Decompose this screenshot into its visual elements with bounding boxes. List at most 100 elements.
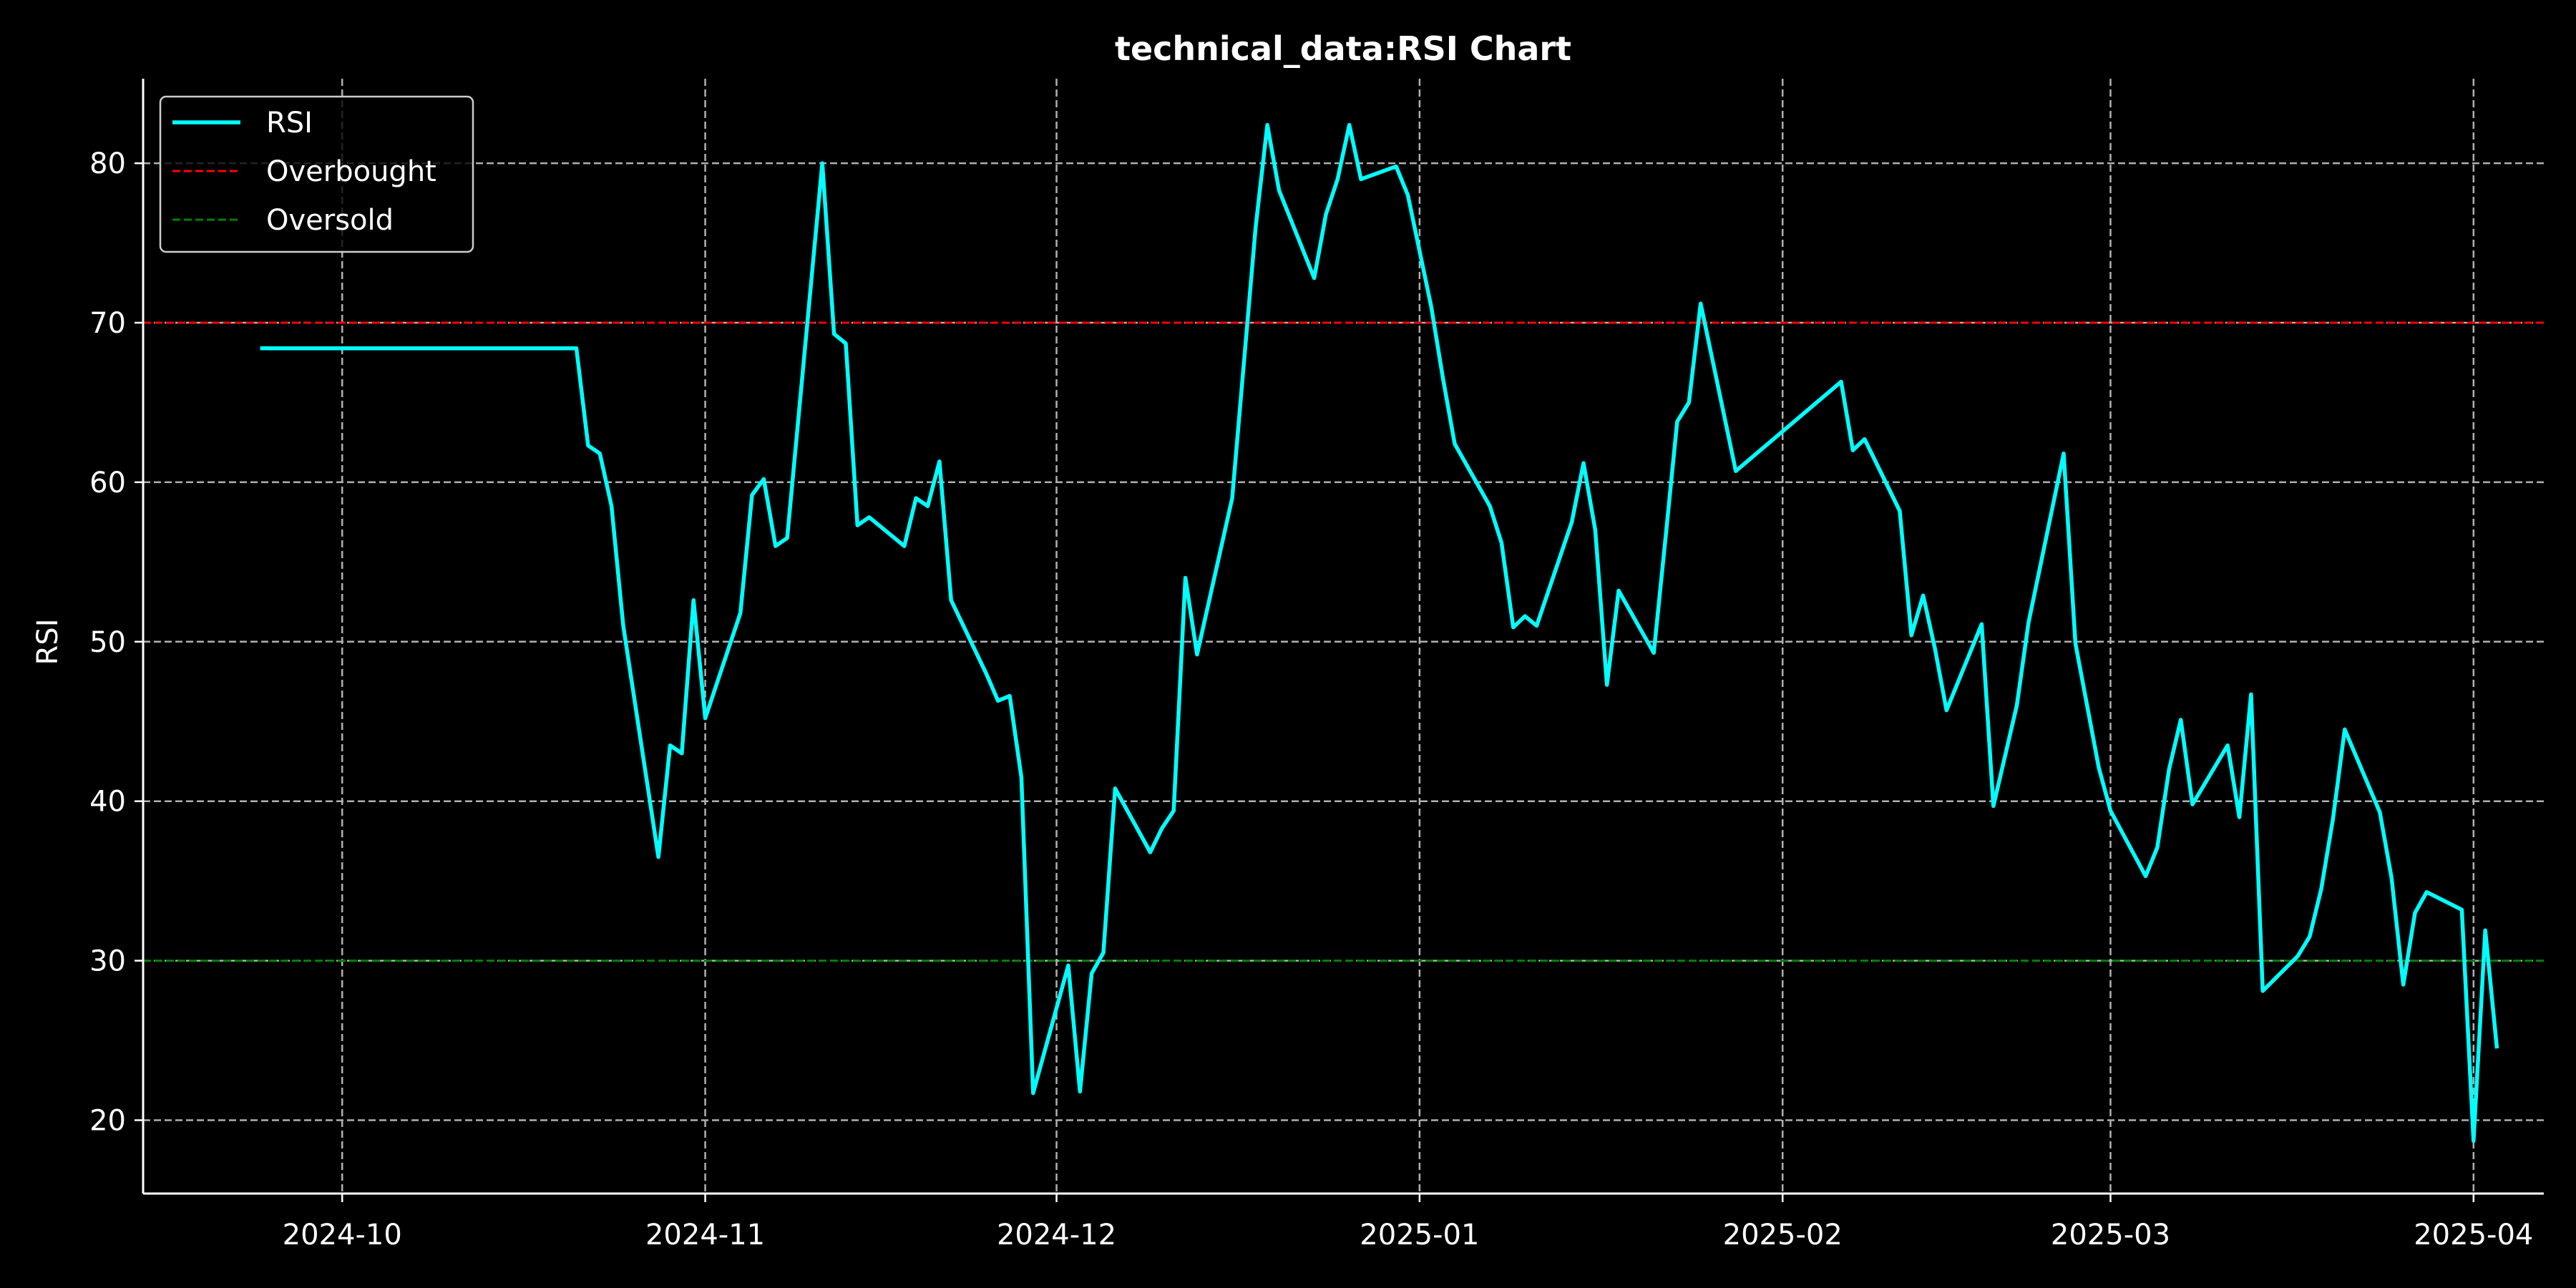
rsi-point [2319,887,2323,891]
rsi-point [2097,766,2101,770]
rsi-point [949,598,953,602]
rsi-point [1019,775,1023,779]
rsi-point [1863,437,1867,441]
rsi-point [2073,641,2077,645]
rsi-point [2459,907,2464,912]
y-tick-label: 70 [89,307,126,340]
rsi-point [844,341,848,346]
rsi-point [1581,461,1586,465]
rsi-point [2260,989,2265,993]
rsi-point [1991,804,1996,808]
rsi-point [2062,452,2066,456]
rsi-point [586,444,590,448]
rsi-point [2483,928,2487,932]
y-tick-label: 50 [89,626,126,659]
y-tick-label: 20 [89,1104,126,1137]
rsi-point [1839,380,1843,384]
rsi-point [2109,809,2113,813]
rsi-point [914,496,918,500]
rsi-point [1394,165,1398,169]
rsi-point [902,544,907,548]
x-tick-label: 2025-01 [1360,1219,1479,1252]
rsi-point [1265,123,1269,127]
rsi-point [258,346,263,351]
rsi-point [1979,622,1984,626]
rsi-point [597,452,602,456]
rsi-point [2238,815,2242,819]
rsi-point [1699,301,1703,306]
chart-title: technical_data:RSI Chart [1115,29,1571,68]
rsi-point [2179,718,2183,722]
rsi-point [785,536,789,540]
rsi-point [1499,541,1503,545]
rsi-point [1101,950,1106,955]
x-tick-label: 2024-12 [997,1219,1116,1252]
rsi-point [1195,653,1199,657]
rsi-point [926,504,930,508]
x-tick-label: 2024-10 [283,1219,402,1252]
rsi-point [1008,694,1012,698]
rsi-line [260,122,2499,1143]
rsi-point [1441,376,1445,381]
rsi-point [855,523,859,527]
rsi-point [1570,520,1574,525]
rsi-point [738,611,743,615]
rsi-point [832,332,836,336]
rsi-point [1230,496,1234,500]
y-tick-labels: 20 30 40 50 60 70 80 [89,147,143,1137]
rsi-point [680,751,684,756]
rsi-point [1066,963,1070,967]
rsi-point [656,855,660,859]
rsi-point [2155,845,2160,849]
rsi-point [2249,692,2253,696]
rsi-point [1429,305,1433,309]
rsi-point [1347,123,1352,127]
rsi-point [1406,193,1410,197]
rsi-point [1171,809,1176,813]
rsi-point [1324,213,1328,217]
rsi-point [1675,419,1679,424]
rsi-point [1944,708,1948,713]
rsi-point [1664,536,1668,540]
rsi-point [2495,1046,2499,1050]
rsi-point [2343,727,2347,731]
rsi-point [1535,624,1539,628]
rsi-point [1335,177,1340,181]
rsi-point [610,504,614,508]
rsi-point [1241,361,1246,365]
rsi-point [1184,576,1188,580]
rsi-point [1687,401,1691,405]
x-tick-label: 2024-11 [645,1219,765,1252]
rsi-point [2296,954,2300,958]
rsi-point [820,161,824,165]
legend-frame [159,95,474,253]
rsi-point [937,459,942,464]
rsi-point [1254,225,1258,229]
y-tick-label: 60 [89,467,126,499]
legend-label-overbought: Overbought [266,155,436,188]
rsi-point [2424,890,2429,894]
rsi-point [2389,876,2394,880]
rsi-point [1078,1089,1082,1093]
rsi-point [1488,504,1492,508]
rsi-point [761,477,766,482]
rsi-point [1453,441,1457,446]
rsi-point [2331,816,2335,821]
rsi-point [1312,276,1317,280]
rsi-point [2144,874,2148,878]
rsi-point [2413,911,2417,915]
y-tick-label: 80 [89,147,126,180]
rsi-point [1511,625,1516,630]
rsi-point [996,698,1000,703]
rsi-point [867,515,872,519]
rsi-point [621,624,625,628]
rsi-point [2472,1138,2476,1143]
x-tick-label: 2025-03 [2051,1219,2170,1252]
rsi-point [1090,971,1094,975]
rsi-point [703,716,708,721]
rsi-point [1616,589,1621,593]
rsi-point [1933,646,1937,650]
rsi-point [750,493,754,497]
